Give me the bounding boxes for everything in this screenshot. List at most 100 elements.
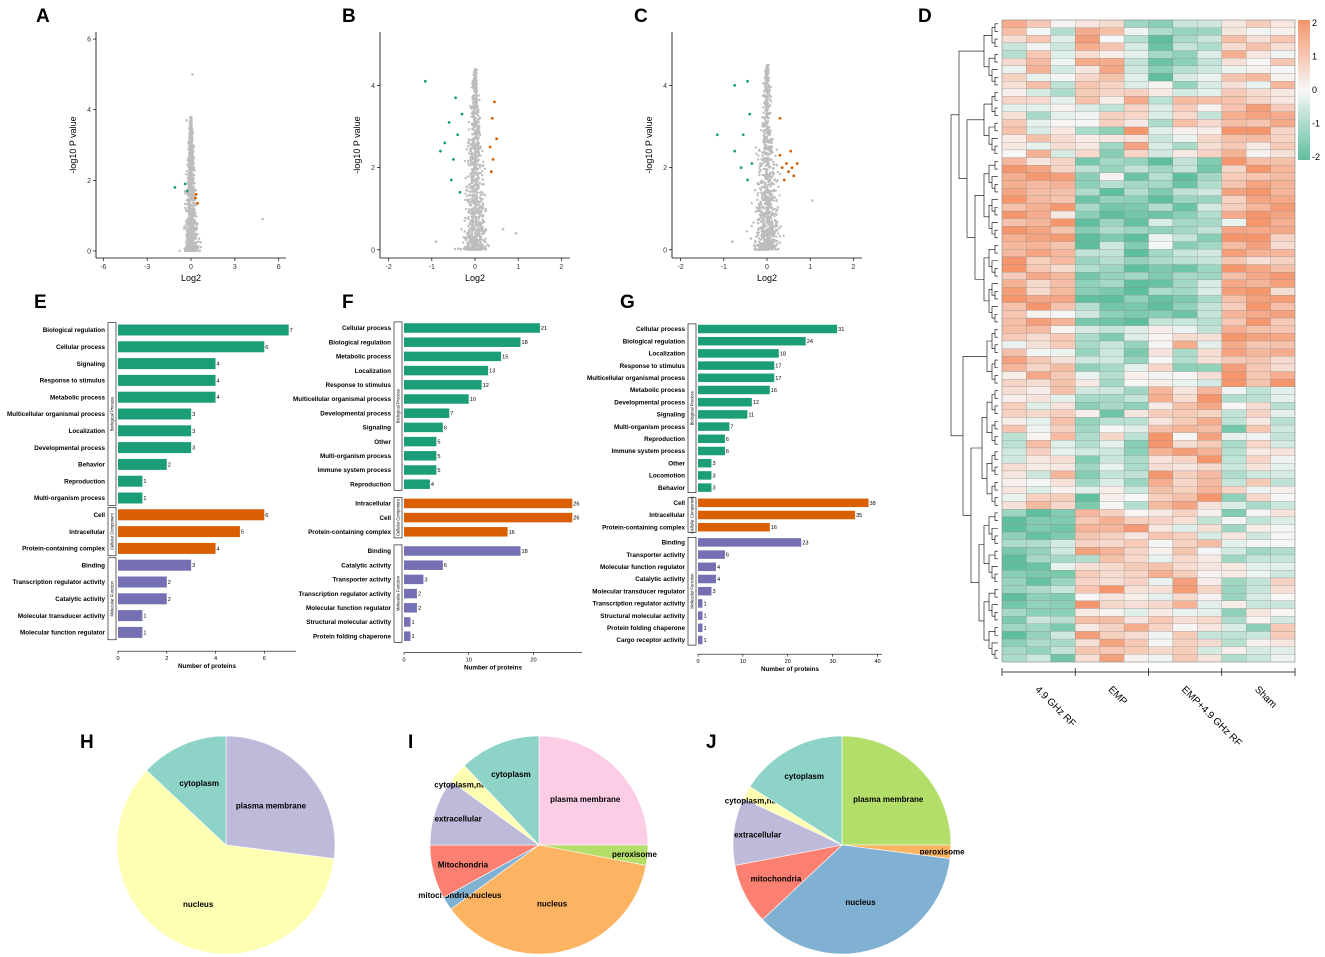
heatmap-cell bbox=[1197, 333, 1222, 342]
heatmap-cell bbox=[1148, 570, 1174, 579]
ns-point bbox=[470, 175, 473, 178]
bar-category-label: Multicellular organismal process bbox=[293, 396, 391, 403]
ns-point bbox=[766, 234, 770, 238]
heatmap-cell bbox=[1026, 226, 1051, 235]
heatmap-cell bbox=[1123, 455, 1149, 464]
ns-point bbox=[757, 237, 761, 240]
heatmap-cell bbox=[1148, 585, 1174, 594]
heatmap-cell bbox=[1123, 180, 1149, 189]
heatmap-cell bbox=[1075, 623, 1100, 632]
bar bbox=[118, 626, 143, 638]
ns-point bbox=[469, 187, 472, 190]
ns-point bbox=[481, 207, 485, 210]
heatmap-cell bbox=[1099, 585, 1125, 594]
heatmap-cell bbox=[1270, 379, 1296, 387]
heatmap-cell bbox=[1099, 256, 1125, 265]
heatmap-cell bbox=[1001, 371, 1027, 380]
dendrogram-branch bbox=[994, 344, 998, 353]
heatmap-cell bbox=[1221, 58, 1247, 66]
ns-point bbox=[764, 194, 767, 197]
ns-point bbox=[769, 95, 773, 98]
ns-point bbox=[475, 232, 478, 236]
ns-point bbox=[481, 192, 485, 196]
ns-point bbox=[775, 198, 778, 202]
heatmap-cell bbox=[1099, 180, 1125, 189]
bar-value-label: 4 bbox=[431, 482, 434, 488]
heatmap-cell bbox=[1270, 340, 1296, 349]
dendrogram-branch bbox=[978, 544, 984, 622]
heatmap-cell bbox=[1246, 363, 1271, 372]
heatmap-cell bbox=[1123, 409, 1149, 418]
up-regulated-point bbox=[490, 116, 494, 120]
heatmap-cell bbox=[1221, 577, 1247, 586]
ns-point bbox=[475, 87, 478, 90]
x-tick-label: -1 bbox=[721, 264, 727, 271]
ns-point bbox=[467, 208, 471, 211]
ns-point bbox=[471, 193, 474, 197]
dendrogram-branch bbox=[986, 340, 992, 372]
bar-value-label: 24 bbox=[807, 339, 813, 345]
heatmap-cell bbox=[1221, 333, 1247, 342]
ns-point bbox=[768, 192, 771, 195]
ns-point bbox=[471, 157, 474, 161]
heatmap-cell bbox=[1075, 188, 1100, 196]
down-regulated-point bbox=[733, 149, 737, 153]
heatmap-cell bbox=[1197, 379, 1222, 387]
heatmap-cell bbox=[1270, 19, 1296, 28]
heatmap-cell bbox=[1221, 188, 1247, 196]
ns-point bbox=[759, 181, 763, 185]
heatmap-cell bbox=[1075, 608, 1100, 617]
ns-point bbox=[481, 163, 485, 167]
bar bbox=[698, 510, 856, 520]
heatmap-cell bbox=[1197, 81, 1222, 89]
down-regulated-point bbox=[746, 178, 749, 182]
heatmap-cell bbox=[1221, 241, 1247, 250]
heatmap-cell bbox=[1172, 363, 1198, 372]
bar-value-label: 4 bbox=[217, 395, 220, 401]
heatmap-cell bbox=[1221, 302, 1247, 311]
ns-point bbox=[470, 153, 473, 156]
ns-point bbox=[467, 145, 470, 148]
dendrogram-branch bbox=[994, 122, 998, 132]
bar-value-label: 16 bbox=[771, 525, 777, 531]
ns-point bbox=[750, 224, 753, 228]
ns-point bbox=[473, 167, 476, 171]
heatmap-cell bbox=[1123, 432, 1149, 441]
ns-point bbox=[471, 187, 475, 191]
heatmap-cell bbox=[1246, 88, 1271, 97]
x-axis-label: Log2 bbox=[181, 273, 201, 283]
heatmap-cell bbox=[1246, 58, 1271, 66]
heatmap-cell bbox=[1001, 348, 1027, 357]
ns-point bbox=[474, 155, 477, 159]
heatmap-cell bbox=[1148, 447, 1174, 456]
ns-point bbox=[474, 129, 477, 132]
bar bbox=[118, 324, 289, 336]
heatmap-cell bbox=[1197, 432, 1222, 441]
ns-point bbox=[469, 238, 472, 241]
up-regulated-point bbox=[491, 157, 495, 161]
ns-point bbox=[190, 211, 193, 214]
bar-value-label: 13 bbox=[489, 369, 495, 375]
bar bbox=[118, 593, 167, 605]
heatmap-cell bbox=[1099, 424, 1125, 433]
heatmap-cell bbox=[1001, 585, 1027, 594]
heatmap-cell bbox=[1123, 264, 1149, 273]
heatmap-cell bbox=[1026, 394, 1051, 403]
ns-point bbox=[191, 212, 195, 216]
bar bbox=[698, 458, 712, 468]
x-tick-label: 1 bbox=[808, 264, 812, 271]
ns-point bbox=[463, 159, 467, 163]
ns-point bbox=[184, 247, 187, 250]
heatmap-cell bbox=[1123, 501, 1149, 510]
ns-point bbox=[767, 202, 771, 206]
heatmap-cell bbox=[1270, 272, 1296, 280]
heatmap-cell bbox=[1123, 616, 1149, 624]
bar-category-label: Molecular transducer activity bbox=[18, 613, 106, 620]
heatmap-cell bbox=[1075, 333, 1100, 342]
ns-point bbox=[197, 237, 201, 240]
down-regulated-point bbox=[183, 182, 187, 186]
bar bbox=[404, 479, 430, 489]
down-regulated-point bbox=[454, 96, 457, 100]
panel-letter-j: J bbox=[706, 732, 717, 753]
heatmap-cell bbox=[1099, 440, 1125, 449]
